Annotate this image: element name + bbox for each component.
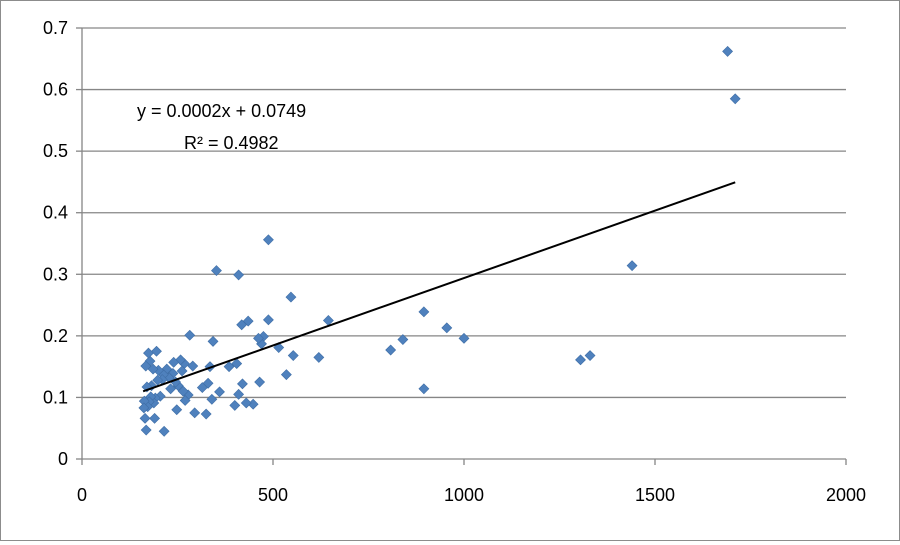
y-tick-label: 0.7 [43,18,68,38]
data-point [233,388,245,400]
data-point [441,322,453,334]
data-point [149,412,161,424]
data-point [140,360,152,372]
data-point [385,344,397,356]
data-point [168,356,180,368]
y-tick-label: 0.6 [43,80,68,100]
data-point [397,334,409,345]
data-point [140,424,152,436]
x-tick-label: 1000 [444,485,484,505]
trendline [142,181,736,393]
x-tick-labels: 0 500 1000 1500 2000 [77,485,866,505]
data-point [143,347,154,359]
data-point [236,319,248,331]
data-points [138,45,741,437]
data-point [189,407,201,419]
data-point [214,386,225,398]
data-point [207,335,219,347]
trendline-equation: y = 0.0002x + 0.0749 [137,101,306,121]
data-point [584,350,596,361]
data-point [285,291,297,303]
data-point [138,402,150,414]
data-point [176,365,188,377]
data-point [722,45,734,57]
data-point [231,358,243,369]
data-point [240,397,252,409]
x-tick-label: 500 [258,485,288,505]
data-point [177,385,189,397]
y-tick-label: 0.4 [43,203,68,223]
gridlines [82,27,846,399]
data-point [233,269,245,281]
y-tick-label: 0.5 [43,141,68,161]
data-point [184,329,196,341]
data-point [223,361,235,373]
data-point [237,378,248,390]
data-point [139,412,151,424]
data-point [575,354,586,366]
y-tick-label: 0 [58,449,68,469]
data-point [253,332,264,344]
y-tick-label: 0.1 [43,387,68,407]
data-point [158,425,170,437]
data-point [187,360,199,372]
data-point [211,265,222,277]
data-point [729,93,741,105]
data-point [196,382,208,394]
y-tick-label: 0.3 [43,264,68,284]
data-point [171,404,183,416]
y-tick-labels: 0 0.1 0.2 0.3 0.4 0.5 0.6 0.7 [43,18,68,469]
data-point [262,234,274,246]
data-point [418,383,430,395]
data-point [165,383,177,395]
data-point [206,393,218,405]
data-point [287,350,299,361]
x-tick-label: 2000 [826,485,866,505]
data-point [200,408,212,420]
y-tick-label: 0.2 [43,326,68,346]
x-tick-label: 1500 [635,485,675,505]
data-point [280,369,292,381]
data-point [626,260,638,272]
data-point [179,395,191,406]
data-point [418,306,430,318]
data-point [254,376,266,388]
x-tick-label: 0 [77,485,87,505]
axes [76,27,847,465]
data-point [229,400,241,411]
data-point [458,332,470,344]
data-point [262,314,274,326]
data-point [151,345,162,357]
trendline-r-squared: R² = 0.4982 [184,133,279,153]
trendline-group [142,181,736,393]
data-point [313,351,325,363]
